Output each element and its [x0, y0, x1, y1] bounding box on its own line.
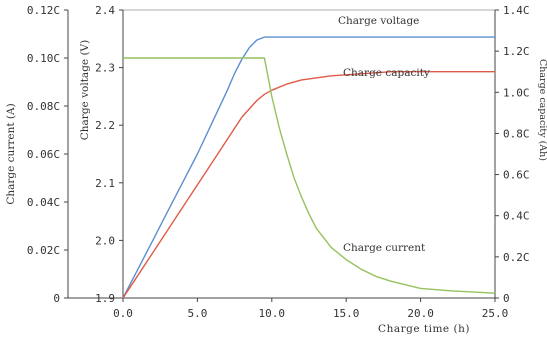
voltage-axis-title: Charge voltage (V): [79, 40, 91, 141]
current-tick-label: 0.06C: [27, 148, 60, 161]
current-tick-label: 0.02C: [27, 244, 60, 257]
capacity-tick-label: 0.8C: [503, 127, 530, 140]
voltage-tick-label: 2.1: [95, 177, 115, 190]
capacity-axis-title: Charge capacity (Ah): [537, 59, 547, 161]
capacity-tick-label: 0.6C: [503, 169, 530, 182]
current-tick-label: 0.10C: [27, 52, 60, 65]
x-tick-label: 15.0: [333, 307, 360, 320]
capacity-tick-label: 0.2C: [503, 251, 530, 264]
voltage-axis-ticks: 1.9 2.0 2.1 2.2 2.3 2.4: [95, 4, 123, 305]
current-tick-label: 0.04C: [27, 196, 60, 209]
current-axis-ticks: 0 0.02C 0.04C 0.06C 0.08C 0.10C 0.12C: [27, 4, 68, 305]
voltage-tick-label: 2.3: [95, 62, 115, 75]
capacity-tick-label: 1.4C: [503, 4, 530, 17]
series-layer: [122, 36, 496, 299]
series-line-charge-current: [123, 57, 496, 294]
x-tick-label: 0.0: [113, 307, 133, 320]
x-tick-label: 10.0: [259, 307, 286, 320]
voltage-tick-label: 2.2: [95, 119, 115, 132]
capacity-tick-label: 0: [503, 292, 510, 305]
voltage-tick-label: 1.9: [95, 292, 115, 305]
x-tick-label: 5.0: [187, 307, 207, 320]
plot-frame: [122, 9, 496, 299]
x-tick-label: 25.0: [482, 307, 509, 320]
voltage-tick-label: 2.4: [95, 4, 115, 17]
current-tick-label: 0: [53, 292, 60, 305]
capacity-tick-label: 0.4C: [503, 210, 530, 223]
capacity-tick-label: 1.2C: [503, 45, 530, 58]
series-line-charge-voltage: [122, 36, 495, 299]
capacity-tick-label: 1.0C: [503, 86, 530, 99]
capacity-axis-ticks: 0 0.2C 0.4C 0.6C 0.8C 1.0C 1.2C 1.4C: [495, 4, 530, 305]
current-tick-label: 0.08C: [27, 100, 60, 113]
label-charge-current: Charge current: [343, 242, 426, 254]
current-axis-title: Charge current (A): [5, 103, 17, 204]
x-tick-label: 20.0: [407, 307, 434, 320]
series-line-charge-capacity: [122, 70, 495, 299]
label-charge-voltage: Charge voltage: [338, 15, 419, 27]
x-axis-ticks: 0.0 5.0 10.0 15.0 20.0 25.0: [113, 298, 508, 320]
voltage-tick-label: 2.0: [95, 234, 115, 247]
current-tick-label: 0.12C: [27, 4, 60, 17]
x-axis-title: Charge time (h): [378, 323, 470, 335]
label-charge-capacity: Charge capacity: [343, 67, 430, 79]
